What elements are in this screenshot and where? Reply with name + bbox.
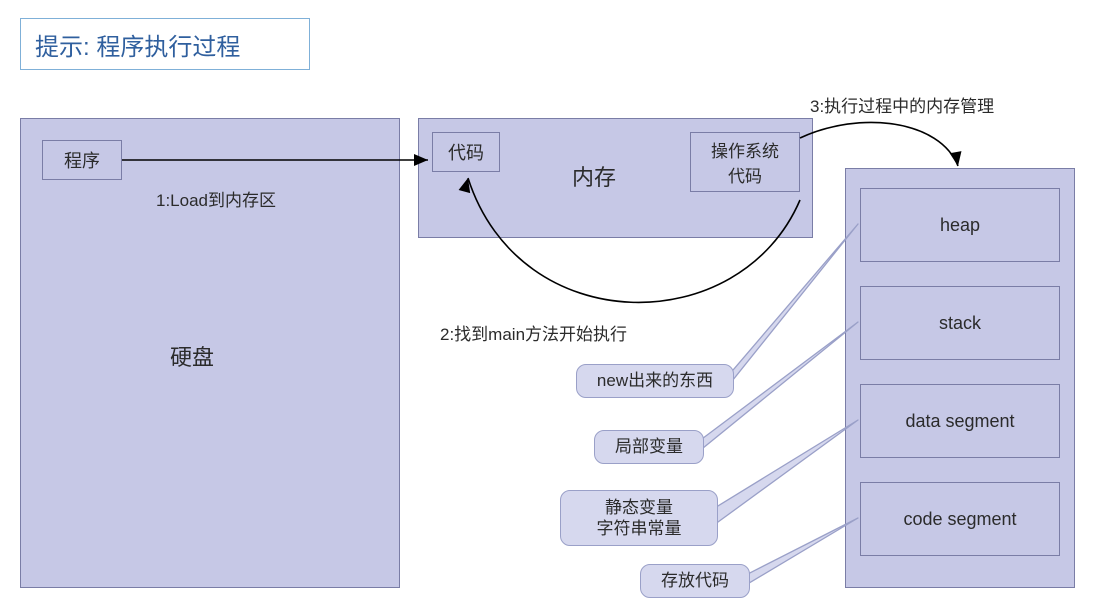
os-code-line2: 代码 xyxy=(711,162,779,187)
diagram-canvas: { "colors": { "fill_light": "#c6c8e6", "… xyxy=(0,0,1093,613)
callout-c_code: 存放代码 xyxy=(640,564,750,598)
segment-label-stack: stack xyxy=(939,313,981,334)
memory-label: 内存 xyxy=(572,160,616,192)
arrow-label-1: 1:Load到内存区 xyxy=(156,186,276,211)
callout-text-c_local: 局部变量 xyxy=(615,436,683,457)
callout-c_static: 静态变量 字符串常量 xyxy=(560,490,718,546)
segment-data: data segment xyxy=(860,384,1060,458)
segment-code: code segment xyxy=(860,482,1060,556)
os-code-box: 操作系统 代码 xyxy=(690,132,800,192)
title-box: 提示: 程序执行过程 xyxy=(20,18,310,70)
segment-heap: heap xyxy=(860,188,1060,262)
callout-text-c_new: new出来的东西 xyxy=(597,370,713,391)
program-label: 程序 xyxy=(64,147,100,173)
arrow-label-3: 3:执行过程中的内存管理 xyxy=(810,92,994,117)
callout-c_new: new出来的东西 xyxy=(576,364,734,398)
title-text: 提示: 程序执行过程 xyxy=(35,27,240,62)
code-label: 代码 xyxy=(448,139,484,165)
program-box: 程序 xyxy=(42,140,122,180)
code-box: 代码 xyxy=(432,132,500,172)
arrow-label-2: 2:找到main方法开始执行 xyxy=(440,320,627,345)
callout-c_local: 局部变量 xyxy=(594,430,704,464)
callout-text-c_code: 存放代码 xyxy=(661,570,729,591)
os-code-line1: 操作系统 xyxy=(711,137,779,162)
segment-label-data: data segment xyxy=(905,411,1014,432)
segment-stack: stack xyxy=(860,286,1060,360)
segment-label-code: code segment xyxy=(903,509,1016,530)
segment-label-heap: heap xyxy=(940,215,980,236)
disk-label: 硬盘 xyxy=(170,340,214,372)
callout-text-c_static: 静态变量 字符串常量 xyxy=(597,497,682,540)
